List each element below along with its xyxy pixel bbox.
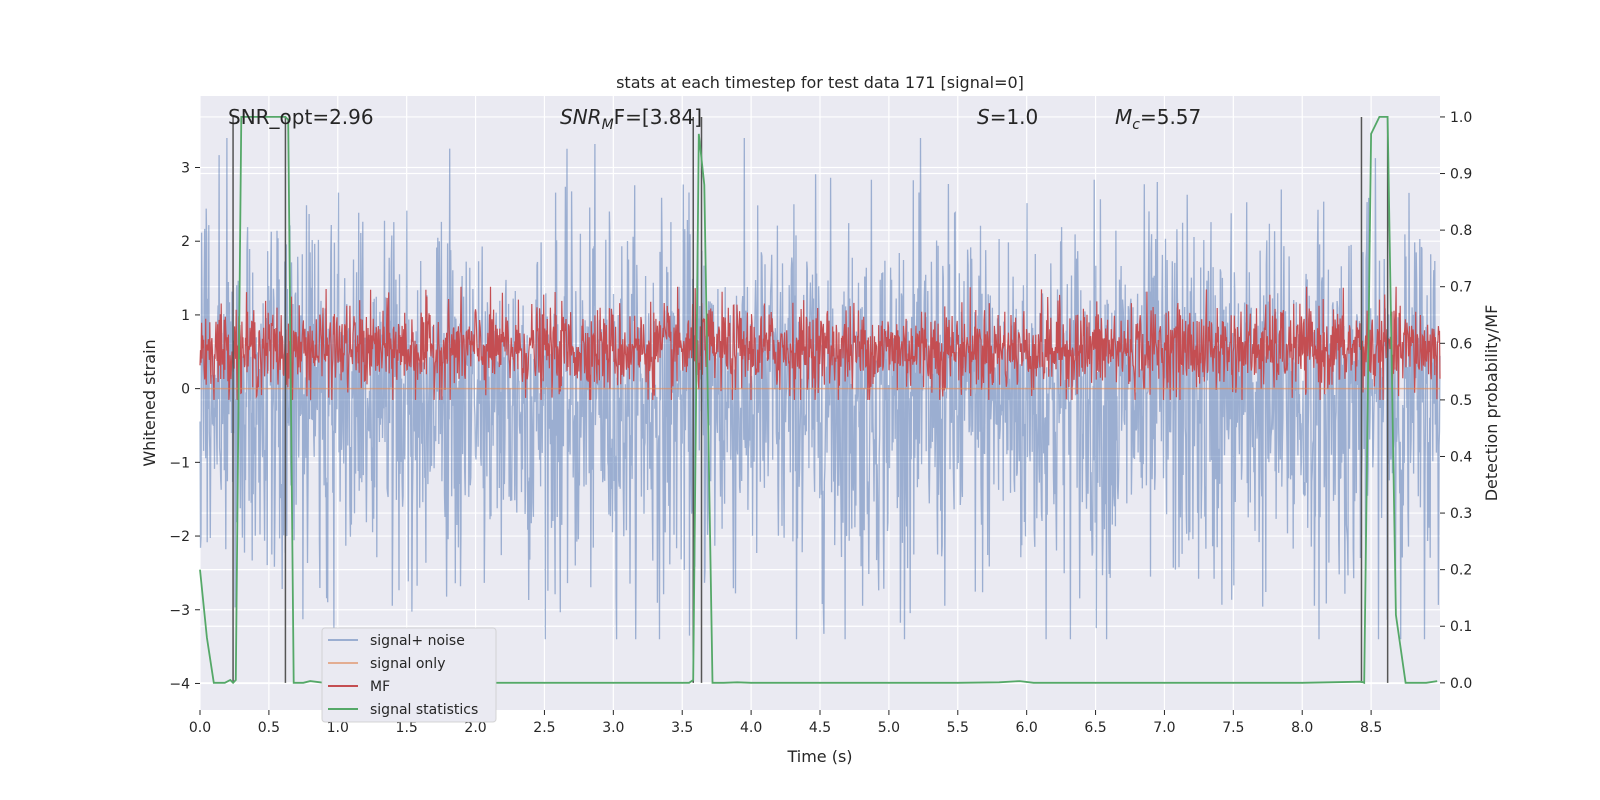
- legend-label-signal-only: signal only: [370, 656, 445, 672]
- x-tick-label-6: 3.0: [602, 720, 624, 736]
- legend-label-mf: MF: [370, 679, 390, 695]
- y-axis-label: Whitened strain: [140, 339, 159, 466]
- annotation-snr-mf: SNRMF=[3.84]: [560, 105, 702, 133]
- x-tick-label-17: 8.5: [1360, 720, 1382, 736]
- legend-label-signal-noise: signal+ noise: [370, 633, 465, 649]
- y-tick-label-0: 3: [181, 160, 190, 176]
- series-mf: [199, 286, 1441, 400]
- x-tick-label-12: 6.0: [1016, 720, 1038, 736]
- line-signal-noise: [199, 137, 1441, 640]
- y-tick-label-5: −2: [169, 529, 190, 545]
- y-tick-label-7: −4: [169, 676, 190, 692]
- x-tick-label-8: 4.0: [740, 720, 762, 736]
- x-tick-label-15: 7.5: [1222, 720, 1244, 736]
- y-right-axis-label: Detection probability/MF: [1482, 305, 1501, 502]
- x-axis-ticks: 0.0 0.5 1.0 1.5 2.0 2.5 3.0 3.5 4.0 4.5 5.0 5.5 6.0 6…: [189, 710, 1382, 736]
- y-right-tick-label-6: 0.4: [1450, 449, 1472, 465]
- x-tick-label-3: 1.5: [396, 720, 418, 736]
- y-right-tick-label-5: 0.5: [1450, 393, 1472, 409]
- annotation-mc: Mc=5.57: [1115, 105, 1201, 133]
- annotation-snr-opt: SNR_opt=2.96: [228, 105, 374, 129]
- y-tick-label-3: 0: [181, 382, 190, 398]
- line-signal-statistics: [199, 116, 1438, 685]
- x-axis-label: Time (s): [786, 747, 852, 766]
- series-signal-statistics: [199, 116, 1438, 685]
- y-right-tick-label-8: 0.2: [1450, 563, 1472, 579]
- y-right-tick-label-4: 0.6: [1450, 336, 1472, 352]
- legend: signal+ noise signal only MF signal stat…: [321, 627, 497, 723]
- y-tick-label-4: −1: [169, 455, 190, 471]
- x-tick-label-2: 1.0: [327, 720, 349, 736]
- x-tick-label-7: 3.5: [671, 720, 693, 736]
- y-right-tick-label-9: 0.1: [1450, 619, 1472, 635]
- y-tick-label-2: 1: [181, 308, 190, 324]
- x-tick-label-14: 7.0: [1153, 720, 1175, 736]
- y-right-tick-label-7: 0.3: [1450, 506, 1472, 522]
- x-tick-label-4: 2.0: [464, 720, 486, 736]
- series-signal-noise: [199, 137, 1441, 640]
- y-right-tick-label-1: 0.9: [1450, 167, 1472, 183]
- y-axis-ticks: 3 2 1 0 −1 −2 −3 −4: [169, 160, 200, 692]
- legend-box: [321, 627, 497, 723]
- x-tick-label-1: 0.5: [258, 720, 280, 736]
- x-tick-label-11: 5.5: [947, 720, 969, 736]
- legend-label-signal-statistics: signal statistics: [370, 702, 478, 718]
- y-right-axis-ticks: 1.0 0.9 0.8 0.7 0.6 0.5 0.4 0.3 0.2 0.1 0.0: [1440, 110, 1472, 692]
- chart-title: stats at each timestep for test data 171…: [616, 73, 1024, 92]
- x-tick-label-0: 0.0: [189, 720, 211, 736]
- annotation-s: S=1.0: [977, 105, 1038, 129]
- line-mf: [199, 286, 1441, 400]
- x-tick-label-13: 6.5: [1084, 720, 1106, 736]
- x-tick-label-10: 5.0: [878, 720, 900, 736]
- x-tick-label-9: 4.5: [809, 720, 831, 736]
- x-tick-label-16: 8.0: [1291, 720, 1313, 736]
- y-right-tick-label-10: 0.0: [1450, 676, 1472, 692]
- y-tick-label-1: 2: [181, 234, 190, 250]
- y-right-tick-label-2: 0.8: [1450, 223, 1472, 239]
- y-right-tick-label-0: 1.0: [1450, 110, 1472, 126]
- y-tick-label-6: −3: [169, 603, 190, 619]
- y-right-tick-label-3: 0.7: [1450, 280, 1472, 296]
- x-tick-label-5: 2.5: [533, 720, 555, 736]
